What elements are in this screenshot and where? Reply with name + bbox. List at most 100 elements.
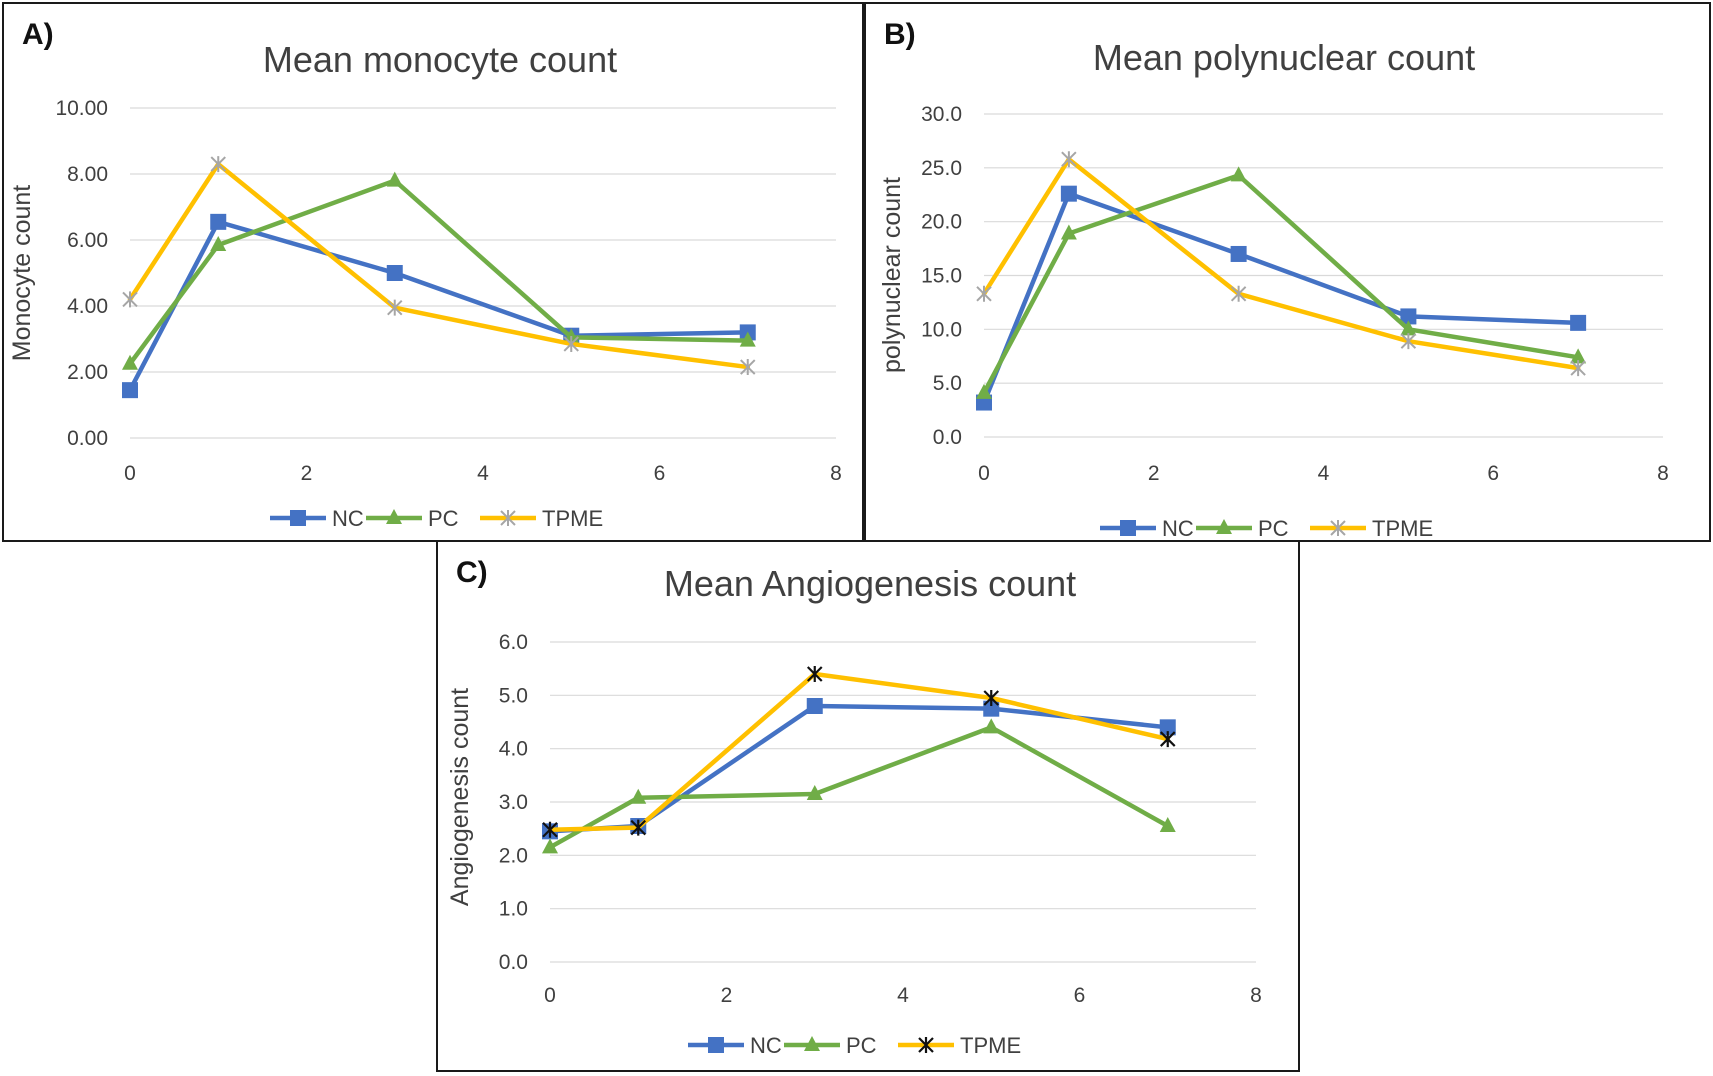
data-point-tpme: [806, 666, 823, 682]
data-point-pc: [806, 785, 823, 800]
y-tick-label: 0.0: [933, 426, 962, 449]
data-point-pc: [122, 354, 138, 370]
data-point-tpme: [387, 299, 403, 316]
y-axis-title: polynuclear count: [878, 177, 906, 373]
y-tick-label: 0.0: [499, 951, 528, 974]
legend-item-pc: PC: [1196, 516, 1289, 541]
y-tick-label: 5.0: [499, 684, 528, 707]
series-tpme: [976, 151, 1586, 377]
x-tick-label: 4: [897, 984, 909, 1007]
data-point-nc: [1400, 308, 1417, 325]
chart-title: Mean monocyte count: [263, 39, 617, 80]
x-tick-label: 2: [301, 462, 313, 485]
data-point-pc: [976, 383, 992, 399]
legend-marker: [1216, 519, 1232, 534]
data-point-pc: [1570, 348, 1587, 364]
data-point-pc: [739, 331, 756, 347]
x-tick-label: 6: [1487, 462, 1499, 485]
legend: NC PC TPME: [1100, 516, 1433, 541]
y-tick-label: 2.0: [499, 844, 528, 867]
data-point-pc: [210, 235, 227, 251]
series-line-tpme: [547, 671, 1170, 832]
legend-label: TPME: [960, 1033, 1021, 1058]
y-tick-label: 4.0: [499, 738, 528, 761]
legend-label: TPME: [1372, 516, 1433, 541]
series-pc: [542, 718, 1176, 854]
data-point-nc: [210, 213, 227, 230]
data-point-tpme: [740, 359, 756, 376]
data-point-tpme: [210, 156, 226, 173]
legend: NC PC TPME: [270, 506, 603, 531]
panel-a-monocyte-chart: A) Mean monocyte count 0.00 2.00 4.00 6.00 8.…: [2, 2, 864, 542]
series-line-nc: [547, 703, 1170, 834]
series-line-nc: [981, 191, 1581, 405]
data-point-nc: [1230, 245, 1247, 262]
data-point-pc: [542, 838, 558, 854]
legend-item-nc: NC: [1100, 516, 1194, 541]
data-point-nc: [983, 700, 1000, 717]
legend-marker: [804, 1036, 820, 1051]
x-tick-label: 4: [477, 462, 489, 485]
panel-label: B): [884, 18, 916, 51]
y-tick-label: 4.00: [67, 295, 108, 318]
data-point-tpme: [983, 690, 1000, 706]
x-tick-label: 8: [830, 462, 842, 485]
x-tick-label: 0: [124, 462, 136, 485]
data-point-tpme: [1400, 333, 1417, 350]
data-point-nc: [1570, 314, 1587, 331]
data-point-nc: [806, 698, 823, 714]
data-point-pc: [1159, 817, 1176, 832]
y-tick-label: 1.0: [499, 898, 528, 921]
data-point-pc: [1060, 224, 1077, 240]
y-tick-label: 8.00: [67, 163, 108, 186]
data-point-tpme: [630, 819, 647, 836]
y-tick-label: 25.0: [921, 157, 962, 180]
y-tick-label: 30.0: [921, 103, 962, 126]
angiogenesis-chart-svg: Mean Angiogenesis count 0.0 1.0 2.0 3.0 4.0 5.…: [446, 563, 1262, 1058]
data-point-tpme: [542, 821, 558, 838]
legend-label: PC: [1258, 516, 1289, 541]
y-tick-label: 6.0: [499, 631, 528, 654]
y-tick-label: 6.00: [67, 229, 108, 252]
data-point-tpme: [1570, 360, 1586, 377]
data-point-tpme: [1061, 151, 1077, 168]
y-axis-title: Angiogenesis count: [446, 688, 474, 906]
legend-label: NC: [750, 1033, 782, 1058]
data-point-tpme: [122, 291, 138, 308]
x-tick-label: 8: [1250, 984, 1262, 1007]
x-tick-label: 0: [544, 984, 556, 1007]
data-point-tpme: [563, 335, 579, 352]
legend-item-tpme: TPME: [1310, 516, 1433, 541]
legend-label: PC: [846, 1033, 877, 1058]
data-point-tpme: [1230, 285, 1247, 302]
data-point-pc: [630, 788, 647, 804]
x-tick-label: 6: [1074, 984, 1086, 1007]
series-pc: [122, 171, 756, 370]
y-tick-label: 5.0: [933, 372, 962, 395]
series-line-pc: [981, 173, 1581, 396]
legend-item-nc: NC: [688, 1033, 782, 1058]
x-tick-label: 4: [1318, 462, 1330, 485]
legend-marker: [918, 1037, 934, 1053]
y-tick-label: 2.00: [67, 361, 108, 384]
legend-marker: [386, 509, 402, 524]
legend-marker: [1330, 520, 1346, 536]
legend-item-tpme: TPME: [898, 1033, 1021, 1058]
data-point-pc: [1230, 166, 1247, 182]
data-point-tpme: [1159, 731, 1176, 748]
panel-label: C): [456, 556, 488, 589]
legend-item-nc: NC: [270, 506, 364, 531]
x-tick-label: 8: [1657, 462, 1669, 485]
x-tick-label: 0: [978, 462, 990, 485]
data-point-pc: [1400, 320, 1417, 336]
polynuclear-chart-svg: Mean polynuclear count 0.0 5.0 10.0 15.0 20.0…: [878, 37, 1669, 541]
y-tick-label: 3.0: [499, 791, 528, 814]
series-pc: [976, 166, 1587, 399]
legend-item-tpme: TPME: [480, 506, 603, 531]
y-tick-label: 20.0: [921, 211, 962, 234]
legend-marker: [500, 510, 516, 526]
data-point-tpme: [976, 285, 992, 302]
data-point-pc: [386, 171, 403, 187]
chart-title: Mean Angiogenesis count: [664, 563, 1076, 604]
legend-marker: [290, 510, 306, 526]
